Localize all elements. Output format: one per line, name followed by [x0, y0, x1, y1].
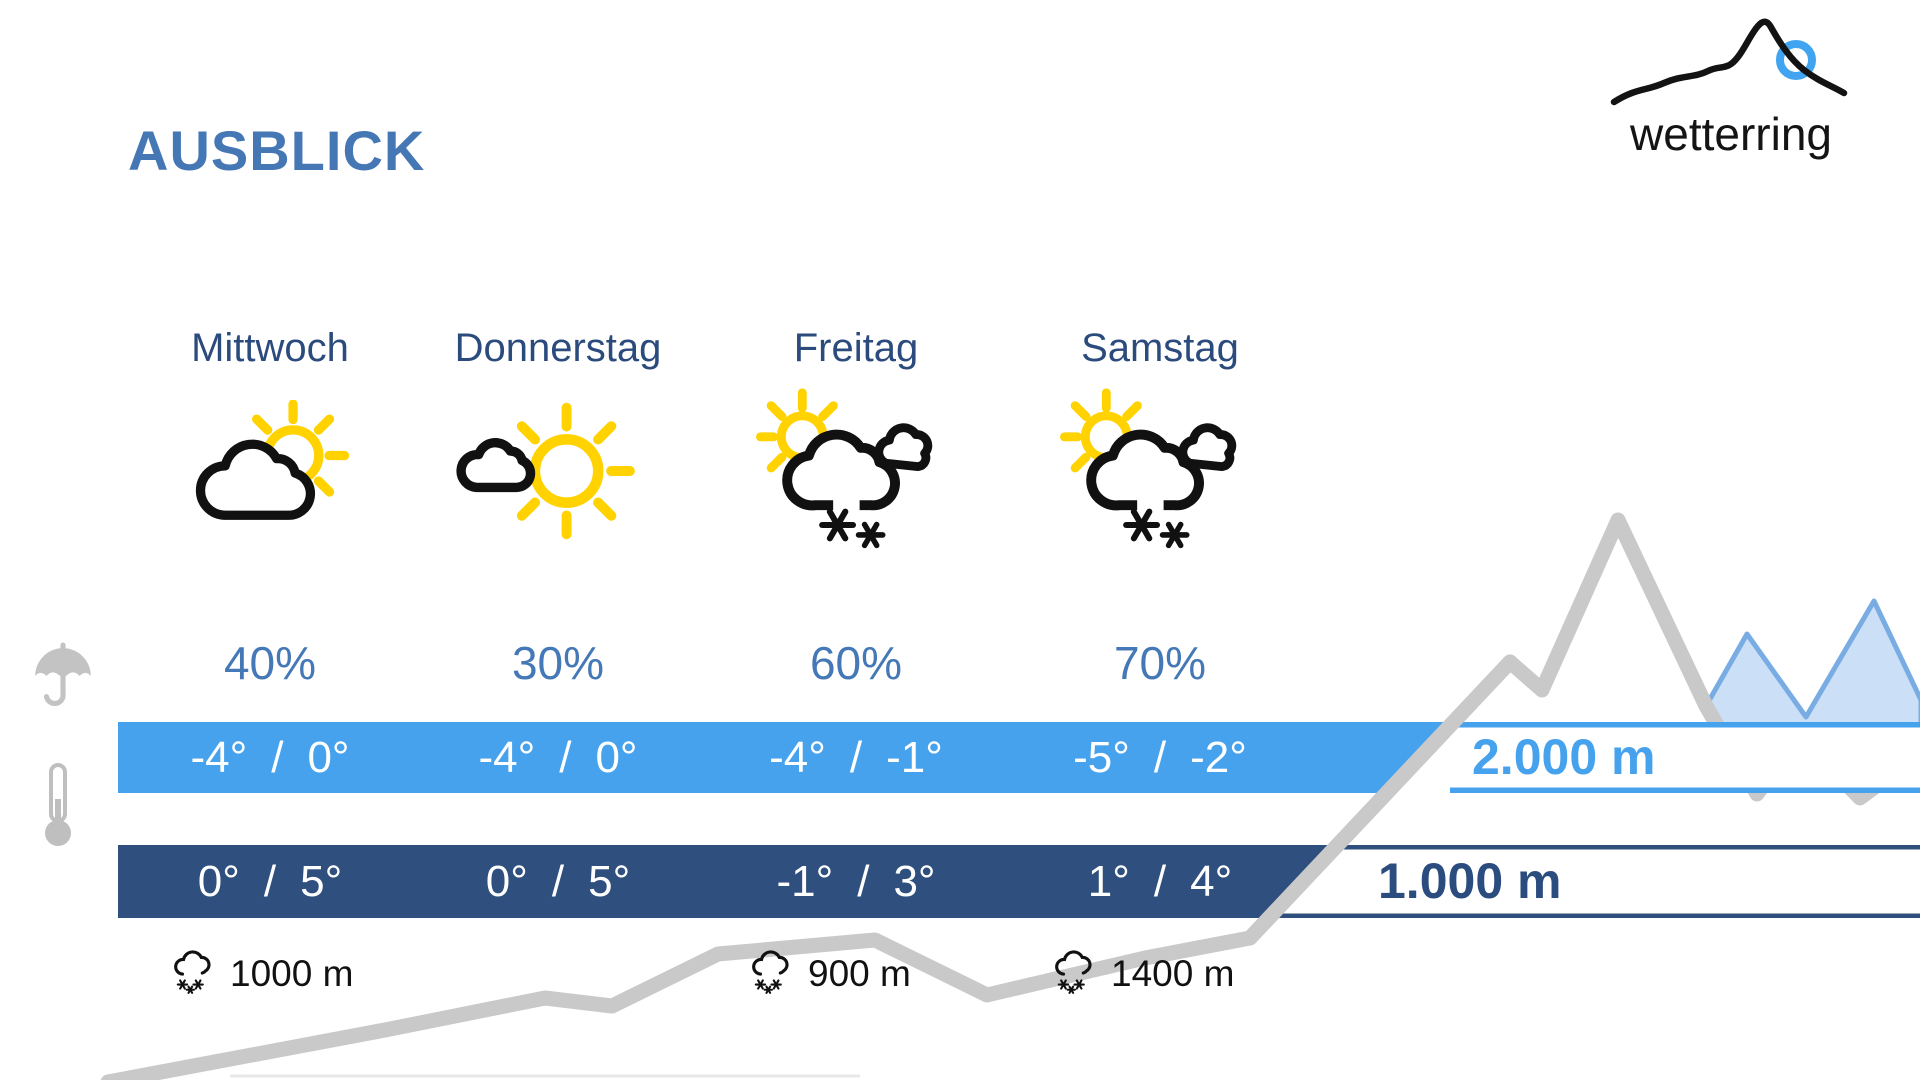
temp-2000m-donnerstag: -4° / 0°: [418, 722, 698, 793]
umbrella-icon: [35, 642, 91, 707]
day-name-mittwoch: Mittwoch: [191, 326, 349, 370]
sun-clouds-snowflakes-icon: [1060, 388, 1237, 549]
temp-min: 0°: [485, 856, 528, 906]
altitude-label-2000m: 2.000 m: [1472, 729, 1656, 785]
brand-wordmark: wetterring: [1630, 108, 1832, 160]
temp-min: 0°: [197, 856, 240, 906]
small-cloud-shape: [456, 438, 536, 493]
back-cloud-shape: [1178, 423, 1237, 471]
sun-clouds-snowflakes-icon: [756, 388, 933, 549]
snow-cloud-icon: [1055, 950, 1092, 994]
temp-separator: /: [1153, 732, 1167, 782]
logo-sun-ring: [1776, 40, 1816, 80]
temp-max: -1°: [886, 732, 943, 782]
temp-separator: /: [271, 732, 284, 782]
sun-behind-cloud-icon: [195, 400, 350, 520]
temp-max: 5°: [300, 856, 343, 906]
snow-cloud-icon: [174, 950, 211, 994]
page-title: AUSBLICK: [128, 119, 426, 182]
temp-min: -4°: [769, 732, 826, 782]
temp-separator: /: [1153, 856, 1167, 906]
upper-band: [118, 722, 1452, 793]
sun-disc: [529, 434, 604, 508]
temp-separator: /: [263, 856, 277, 906]
front-cloud-shape: [1086, 429, 1204, 511]
snowflake-small: [855, 521, 886, 549]
temp-2000m-mittwoch: -4° / 0°: [130, 722, 410, 793]
snowflake-large: [819, 508, 857, 542]
mountain-sun-logo-icon: [1610, 18, 1848, 106]
snowline-value: 1400 m: [1111, 953, 1235, 994]
temp-1000m-freitag: -1° / 3°: [716, 845, 996, 918]
precip-donnerstag: 30%: [511, 637, 605, 689]
lower-label-box-border-bottom: [1248, 913, 1920, 918]
sun-with-small-cloud-icon: [456, 402, 635, 540]
thermometer-icon: [45, 763, 71, 846]
lower-band: [118, 845, 1248, 918]
precip-samstag: 70%: [1113, 637, 1207, 689]
temp-separator: /: [849, 732, 863, 782]
snow-cloud-icon: [752, 950, 789, 994]
altitude-label-1000m: 1.000 m: [1378, 853, 1562, 909]
day-name-donnerstag: Donnerstag: [454, 326, 662, 370]
cloud-shape: [195, 439, 315, 520]
temp-1000m-samstag: 1° / 4°: [1020, 845, 1300, 918]
snowline-mittwoch: 1000 m: [172, 948, 353, 1000]
temp-min: -1°: [776, 856, 834, 906]
upper-label-box: [1450, 722, 1920, 793]
snowflake-large: [1123, 508, 1161, 542]
brand-logo: wetterring: [1608, 14, 1854, 161]
upper-label-box-border-bottom: [1450, 787, 1920, 793]
day-name-freitag: Freitag: [793, 326, 919, 370]
temp-min: 1°: [1087, 856, 1130, 906]
temp-max: -2°: [1190, 732, 1247, 782]
cloud-bottom-gap: [1137, 497, 1164, 513]
snowline-value: 900 m: [808, 953, 911, 994]
snowflake-small: [1159, 521, 1190, 549]
lower-label-box-border-top: [1248, 845, 1920, 850]
temp-separator: /: [551, 856, 565, 906]
temp-min: -4°: [190, 732, 248, 782]
snowline-freitag: 900 m: [750, 948, 911, 1000]
snowline-samstag: 1400 m: [1053, 948, 1234, 1000]
temp-max: 0°: [307, 732, 350, 782]
temp-max: 3°: [893, 856, 936, 906]
lower-label-box-border-left: [1248, 845, 1253, 918]
temp-max: 4°: [1190, 856, 1233, 906]
temp-2000m-freitag: -4° / -1°: [716, 722, 996, 793]
temp-2000m-samstag: -5° / -2°: [1020, 722, 1300, 793]
temp-separator: /: [559, 732, 572, 782]
temp-1000m-donnerstag: 0° / 5°: [418, 845, 698, 918]
temp-1000m-mittwoch: 0° / 5°: [130, 845, 410, 918]
lower-label-box: [1248, 845, 1920, 918]
back-cloud-shape: [874, 423, 933, 471]
precip-freitag: 60%: [809, 637, 903, 689]
upper-label-box-border-top: [1450, 722, 1920, 728]
front-cloud-shape: [782, 429, 900, 511]
temp-min: -5°: [1073, 732, 1130, 782]
precip-mittwoch: 40%: [223, 637, 317, 689]
logo-mountain-line: [1610, 18, 1848, 106]
temp-separator: /: [857, 856, 870, 906]
temp-min: -4°: [478, 732, 536, 782]
cloud-bottom-gap: [833, 497, 860, 513]
temp-max: 5°: [588, 856, 631, 906]
foreground-ridge: [100, 512, 1920, 1080]
mountain-slope-overlay: [1242, 654, 1518, 946]
temp-max: 0°: [595, 732, 638, 782]
day-name-samstag: Samstag: [1081, 326, 1239, 370]
snowline-value: 1000 m: [230, 953, 354, 994]
